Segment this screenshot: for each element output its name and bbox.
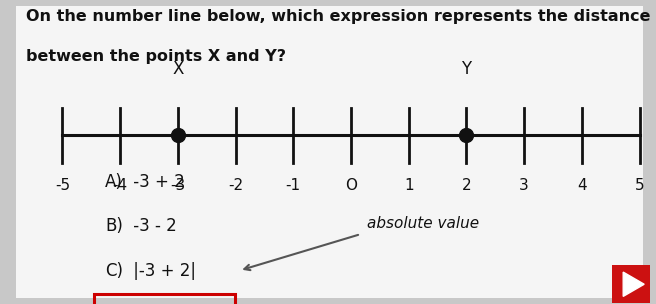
Text: X: X — [172, 60, 184, 78]
Text: A): A) — [105, 173, 123, 192]
Text: On the number line below, which expression represents the distance: On the number line below, which expressi… — [26, 9, 651, 24]
Text: -2: -2 — [228, 178, 243, 193]
Text: Y: Y — [461, 60, 472, 78]
Text: 4: 4 — [577, 178, 586, 193]
Polygon shape — [623, 272, 644, 296]
Text: -5: -5 — [54, 178, 70, 193]
Text: -4: -4 — [112, 178, 128, 193]
Text: |-3 + 2|: |-3 + 2| — [128, 261, 196, 280]
FancyBboxPatch shape — [16, 6, 643, 298]
Text: -3 + 2: -3 + 2 — [128, 173, 185, 192]
Text: between the points X and Y?: between the points X and Y? — [26, 49, 286, 64]
Text: O: O — [345, 178, 357, 193]
Text: absolute value: absolute value — [367, 216, 480, 231]
Text: -1: -1 — [285, 178, 301, 193]
Text: 5: 5 — [635, 178, 644, 193]
Text: 1: 1 — [404, 178, 413, 193]
Text: 2: 2 — [462, 178, 471, 193]
Text: B): B) — [105, 217, 123, 236]
FancyBboxPatch shape — [612, 265, 650, 303]
Text: -3: -3 — [170, 178, 186, 193]
Text: C): C) — [105, 261, 123, 280]
Text: 3: 3 — [520, 178, 529, 193]
Text: -3 - 2: -3 - 2 — [128, 217, 176, 236]
